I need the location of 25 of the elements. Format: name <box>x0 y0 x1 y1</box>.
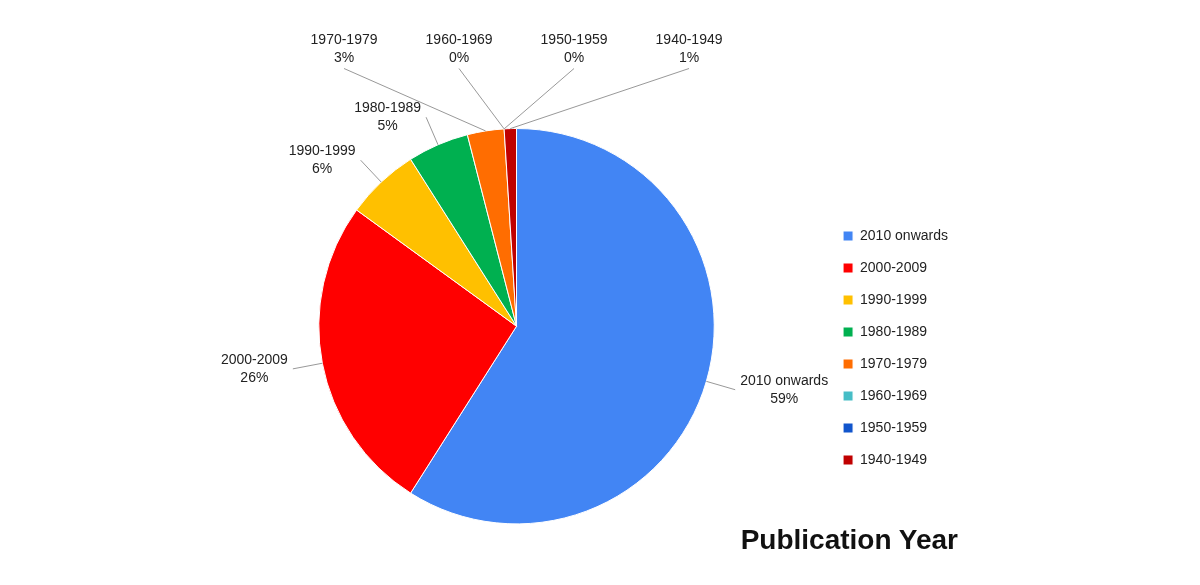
legend-label: 1980-1989 <box>860 322 928 339</box>
legend-label: 1950-1959 <box>860 418 928 435</box>
data-label: 6% <box>312 160 333 177</box>
slice-label: 2010 onwards <box>740 371 829 388</box>
legend-label: 1960-1969 <box>860 386 928 403</box>
data-label: 26% <box>240 368 269 385</box>
data-label: 59% <box>770 389 799 406</box>
legend-label: 2010 onwards <box>860 226 948 243</box>
slice-label: 2000-2009 <box>220 350 289 367</box>
legend-label: 1970-1979 <box>860 354 928 371</box>
legend-label: 1940-1949 <box>860 450 928 467</box>
text: 0% <box>563 49 585 66</box>
category-label: 1950-1959 <box>540 31 608 48</box>
data-label: 3% <box>333 49 355 66</box>
text: Publication Year <box>740 523 959 555</box>
legend-label: 2000-2009 <box>860 258 928 275</box>
category-label: 1960-1969 <box>425 31 493 48</box>
data-label: 1% <box>678 49 700 66</box>
slice-label: 1990-1999 <box>288 142 356 159</box>
slice-label: 1940-1949 <box>655 31 723 48</box>
text: 0% <box>448 49 470 66</box>
legend-label: 1990-1999 <box>860 290 928 307</box>
data-label: 5% <box>377 117 398 134</box>
slice-label: 1980-1989 <box>354 99 422 116</box>
slice-label: 1970-1979 <box>310 31 378 48</box>
